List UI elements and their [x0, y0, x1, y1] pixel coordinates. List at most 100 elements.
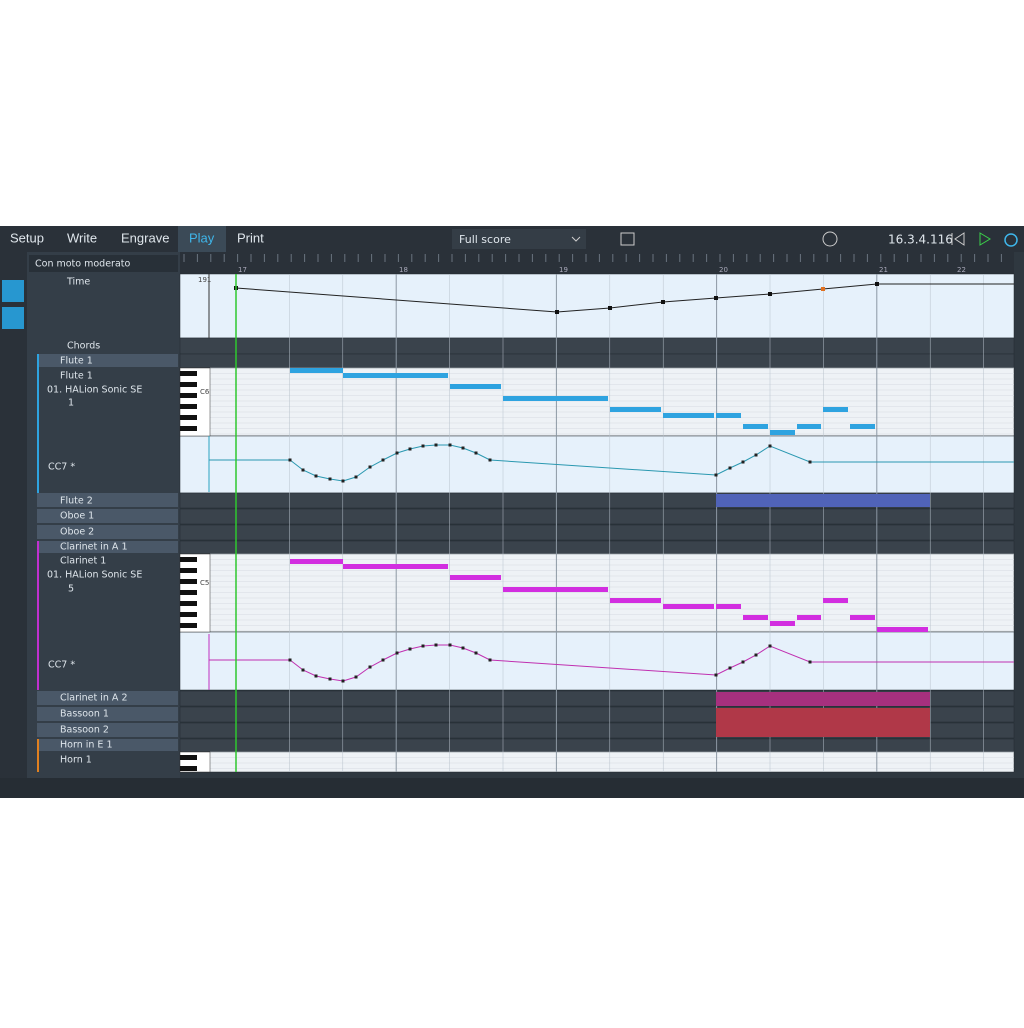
tab[interactable]: Write [67, 230, 97, 245]
cc-point [714, 673, 718, 677]
timecode: 16.3.4.116 [888, 233, 953, 247]
instrument: Flute 1 [60, 356, 93, 367]
lane [179, 751, 1015, 773]
cc-point [368, 465, 372, 469]
cc-point [328, 677, 332, 681]
bar-number: 19 [559, 266, 568, 274]
instrument: Clarinet in A 2 [60, 693, 128, 704]
tab[interactable]: Engrave [121, 230, 169, 245]
region [716, 494, 930, 507]
note [503, 396, 608, 401]
note [610, 598, 661, 603]
lane-header [37, 707, 178, 721]
cc-point [354, 675, 358, 679]
bar-number: 22 [957, 266, 966, 274]
tab[interactable]: Setup [10, 230, 44, 245]
black-key [180, 568, 197, 573]
layout-name: Full score [459, 233, 511, 246]
device: 01. HALion Sonic SE [47, 385, 142, 396]
keyboard [179, 367, 211, 437]
note [770, 621, 795, 626]
black-key [180, 557, 197, 562]
lane-header [37, 493, 178, 507]
tab[interactable]: Play [189, 230, 215, 245]
note [290, 559, 343, 564]
lane [179, 524, 1015, 541]
lane-header [37, 739, 178, 751]
channel: 5 [68, 584, 74, 595]
bar-number: 17 [238, 266, 247, 274]
tempo-point [875, 282, 879, 286]
lane [179, 435, 1015, 494]
black-key [180, 755, 197, 760]
tool-bar [0, 252, 27, 778]
black-key [180, 404, 197, 409]
cc-point [381, 458, 385, 462]
cc-point [461, 446, 465, 450]
cc-point [808, 660, 812, 664]
rewind[interactable] [951, 232, 965, 246]
instrument: Horn in E 1 [60, 740, 112, 751]
cc-point [341, 679, 345, 683]
black-key [180, 612, 197, 617]
color-strip [37, 632, 39, 690]
lane [179, 337, 1015, 355]
black-key [180, 393, 197, 398]
bottom-bar [0, 778, 1024, 798]
note [850, 615, 875, 620]
color-strip [37, 436, 39, 493]
cc-point [728, 666, 732, 670]
instrument: Bassoon 2 [60, 725, 109, 736]
note [343, 373, 448, 378]
cc-point [434, 643, 438, 647]
tool[interactable] [2, 280, 24, 302]
cc-point [461, 646, 465, 650]
layout-select[interactable] [452, 229, 586, 249]
tempo-point [608, 306, 612, 310]
bar-number: 20 [719, 266, 728, 274]
cc-point [288, 458, 292, 462]
lane-header [37, 541, 178, 553]
play[interactable] [979, 232, 991, 246]
region [716, 692, 930, 706]
black-key [180, 601, 197, 606]
track-label: Chords [67, 341, 100, 352]
lane [179, 367, 1015, 437]
cc-point [301, 468, 305, 472]
tab[interactable]: Print [237, 230, 264, 245]
icon[interactable] [620, 232, 635, 246]
lane [179, 540, 1015, 555]
icon[interactable] [822, 231, 838, 247]
channel: 1 [68, 398, 74, 409]
pitch: C5 [200, 579, 209, 587]
black-key [180, 579, 197, 584]
cc-point [288, 658, 292, 662]
lane [179, 553, 1015, 633]
tempo-point [821, 287, 825, 291]
cc-point [328, 477, 332, 481]
ruler [180, 252, 1014, 274]
color-strip [37, 739, 39, 772]
tool[interactable] [2, 307, 24, 329]
note [450, 384, 501, 389]
cc-point [448, 443, 452, 447]
note [663, 413, 714, 418]
cc-point [808, 460, 812, 464]
tempo-point [768, 292, 772, 296]
power[interactable] [1004, 233, 1018, 247]
lane-header [37, 436, 178, 492]
instrument: Bassoon 1 [60, 709, 109, 720]
black-key [180, 371, 197, 376]
lane [179, 738, 1015, 753]
region [716, 708, 930, 737]
cc-point [728, 466, 732, 470]
cc-point [408, 647, 412, 651]
black-key [180, 426, 197, 431]
cc-point [408, 447, 412, 451]
note [663, 604, 714, 609]
device: 01. HALion Sonic SE [47, 570, 142, 581]
player: Flute 1 [60, 371, 93, 382]
time-value: 191 [198, 276, 211, 284]
cc-point [488, 658, 492, 662]
tempo-select[interactable] [29, 255, 178, 272]
